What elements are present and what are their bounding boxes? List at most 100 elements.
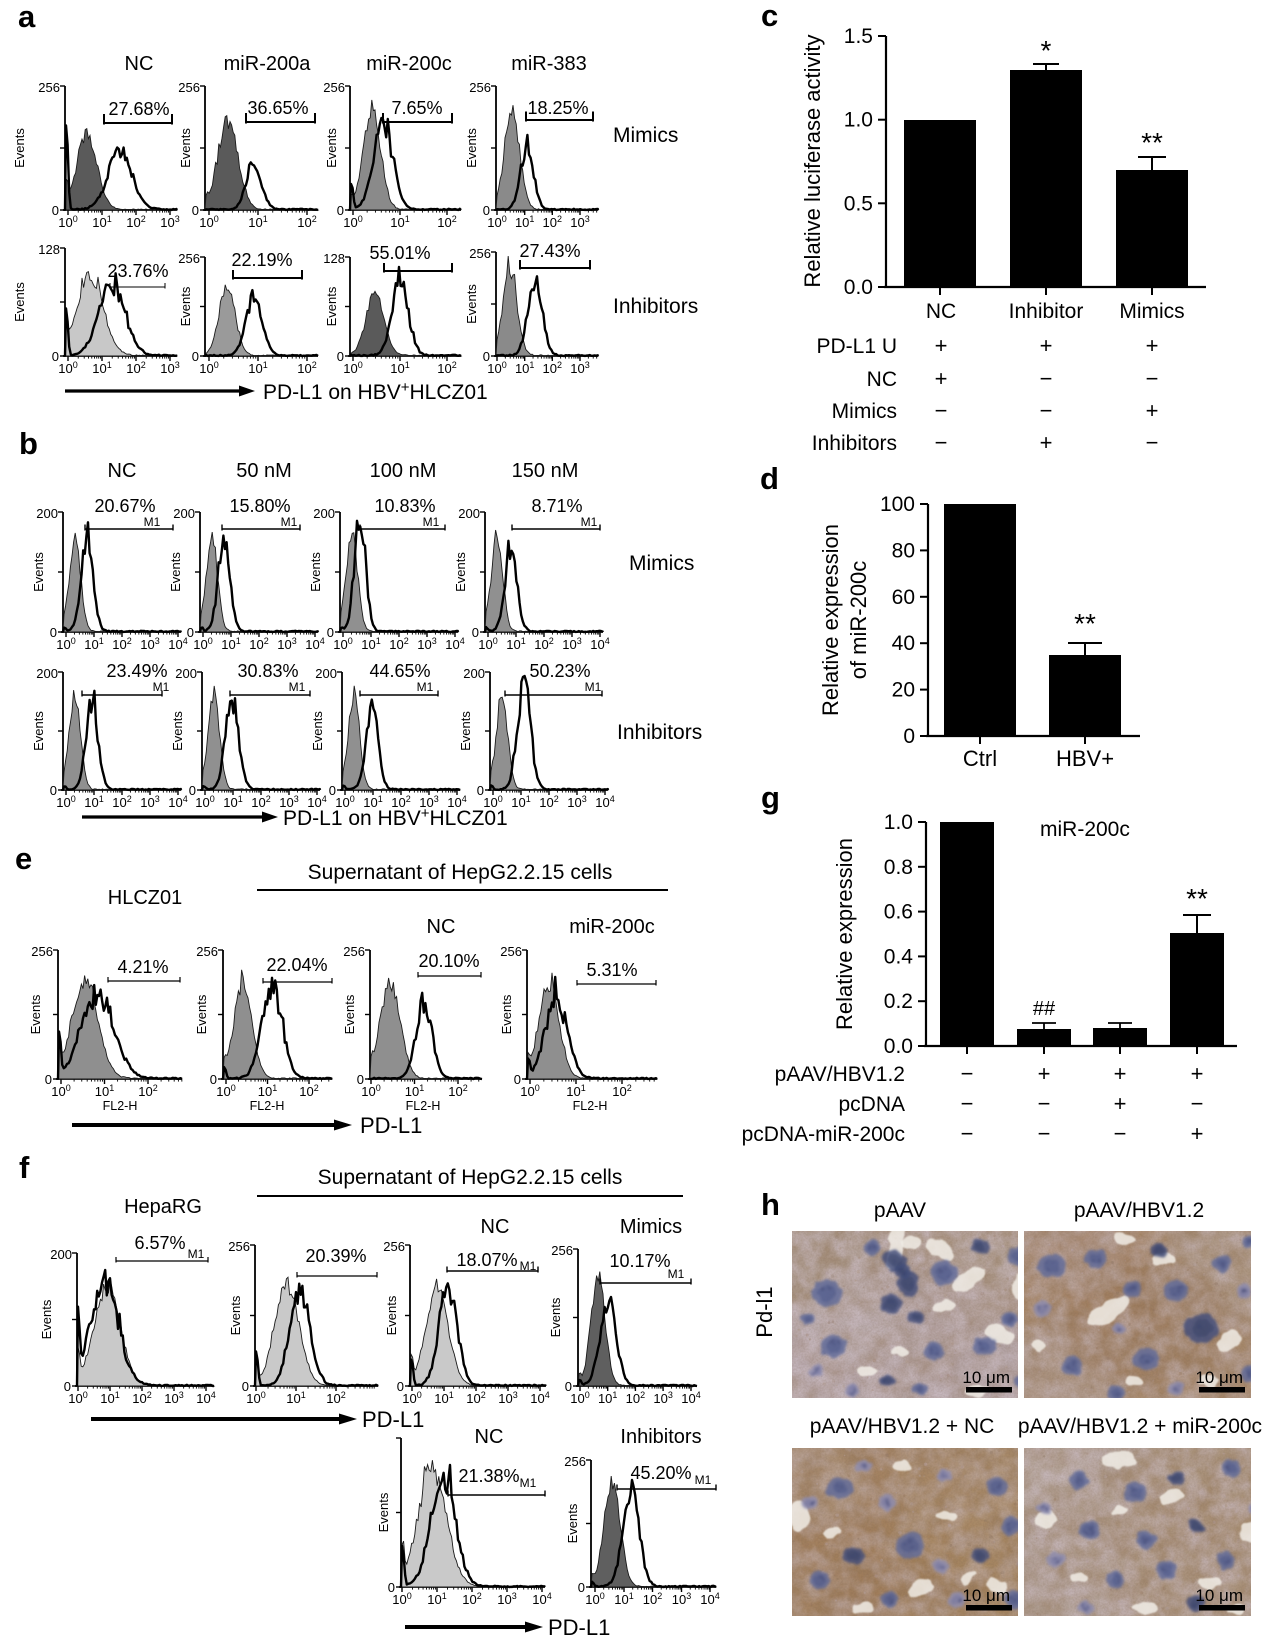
svg-text:100 nM: 100 nM — [370, 460, 437, 482]
svg-text:+: + — [1146, 333, 1159, 358]
svg-text:of miR-200c: of miR-200c — [846, 561, 871, 680]
svg-text:0: 0 — [50, 625, 57, 640]
svg-text:M1: M1 — [668, 1267, 685, 1281]
svg-text:256: 256 — [469, 246, 491, 261]
svg-text:0.4: 0.4 — [884, 945, 914, 968]
svg-text:Events: Events — [324, 286, 339, 326]
svg-text:−: − — [1146, 366, 1159, 391]
svg-text:200: 200 — [175, 666, 197, 681]
svg-text:M1: M1 — [695, 1473, 712, 1487]
svg-text:Events: Events — [548, 1297, 563, 1337]
svg-text:256: 256 — [31, 944, 53, 959]
svg-text:Mimics: Mimics — [1119, 300, 1184, 323]
svg-text:−: − — [1038, 1121, 1051, 1146]
svg-text:200: 200 — [36, 506, 58, 521]
svg-text:Relative expression: Relative expression — [832, 838, 857, 1030]
svg-text:20.67%: 20.67% — [94, 496, 155, 516]
svg-text:0: 0 — [329, 783, 336, 798]
svg-text:PD-L1 on HBV+HLCZ01: PD-L1 on HBV+HLCZ01 — [263, 379, 488, 404]
svg-text:−: − — [1114, 1121, 1127, 1146]
svg-text:7.65%: 7.65% — [391, 98, 442, 118]
svg-text:128: 128 — [38, 242, 60, 257]
svg-text:Relative expression: Relative expression — [818, 524, 843, 716]
svg-text:22.19%: 22.19% — [231, 250, 292, 270]
svg-text:h: h — [761, 1187, 780, 1222]
svg-text:FL2-H: FL2-H — [250, 1099, 285, 1113]
svg-text:10 μm: 10 μm — [1195, 1586, 1243, 1605]
svg-text:M1: M1 — [144, 515, 161, 529]
svg-text:Mimics: Mimics — [832, 400, 897, 423]
svg-text:c: c — [761, 0, 778, 33]
svg-text:miR-200c: miR-200c — [569, 916, 655, 938]
svg-text:0: 0 — [337, 203, 344, 218]
svg-text:Supernatant of HepG2.2.15 cell: Supernatant of HepG2.2.15 cells — [308, 861, 613, 884]
svg-text:e: e — [15, 841, 32, 876]
svg-text:d: d — [760, 461, 779, 496]
svg-text:Pd-l1: Pd-l1 — [752, 1286, 777, 1337]
svg-text:0: 0 — [192, 203, 199, 218]
svg-text:23.76%: 23.76% — [107, 261, 168, 281]
svg-text:1.5: 1.5 — [844, 25, 873, 48]
svg-text:Inhibitor: Inhibitor — [1009, 300, 1084, 323]
svg-text:pcDNA: pcDNA — [838, 1093, 905, 1116]
svg-text:Inhibitors: Inhibitors — [812, 432, 897, 455]
svg-text:4.21%: 4.21% — [117, 957, 168, 977]
svg-text:Events: Events — [376, 1492, 391, 1532]
svg-text:+: + — [1040, 430, 1053, 455]
svg-text:HBV+: HBV+ — [1056, 746, 1114, 771]
svg-text:NC: NC — [867, 368, 897, 391]
svg-text:Events: Events — [39, 1299, 54, 1339]
svg-text:a: a — [18, 0, 36, 34]
svg-text:Relative luciferase activity: Relative luciferase activity — [800, 34, 825, 287]
svg-text:b: b — [19, 426, 38, 461]
svg-text:Events: Events — [168, 552, 183, 592]
svg-text:NC: NC — [926, 300, 956, 323]
svg-text:−: − — [961, 1121, 974, 1146]
svg-text:0: 0 — [52, 203, 59, 218]
svg-text:0: 0 — [187, 625, 194, 640]
svg-text:0: 0 — [327, 625, 334, 640]
svg-text:**: ** — [1074, 608, 1096, 639]
svg-text:FL2-H: FL2-H — [103, 1099, 138, 1113]
svg-text:Events: Events — [464, 128, 479, 168]
svg-text:0: 0 — [477, 783, 484, 798]
svg-text:miR-200a: miR-200a — [224, 53, 312, 75]
svg-text:Events: Events — [228, 1295, 243, 1335]
svg-text:M1: M1 — [520, 1476, 537, 1490]
svg-text:M1: M1 — [153, 680, 170, 694]
svg-text:−: − — [1040, 398, 1053, 423]
svg-text:20.10%: 20.10% — [418, 951, 479, 971]
svg-text:Events: Events — [499, 994, 514, 1034]
svg-text:−: − — [935, 430, 948, 455]
svg-text:pAAV/HBV1.2 + NC: pAAV/HBV1.2 + NC — [810, 1415, 995, 1438]
svg-text:PD-L1 on HBV+HLCZ01: PD-L1 on HBV+HLCZ01 — [283, 805, 508, 830]
svg-text:18.07%: 18.07% — [456, 1250, 517, 1270]
svg-text:Events: Events — [458, 711, 473, 751]
svg-text:M1: M1 — [581, 515, 598, 529]
svg-text:0: 0 — [357, 1072, 364, 1087]
svg-text:21.38%: 21.38% — [458, 1466, 519, 1486]
svg-text:0: 0 — [903, 725, 915, 748]
svg-text:+: + — [1114, 1091, 1127, 1116]
svg-text:0.5: 0.5 — [844, 192, 873, 215]
svg-text:Events: Events — [170, 711, 185, 751]
svg-text:−: − — [961, 1061, 974, 1086]
svg-text:45.20%: 45.20% — [630, 1463, 691, 1483]
svg-text:+: + — [1114, 1061, 1127, 1086]
svg-text:0: 0 — [52, 349, 59, 364]
svg-text:M1: M1 — [281, 515, 298, 529]
svg-text:+: + — [1191, 1061, 1204, 1086]
svg-text:0: 0 — [483, 349, 490, 364]
svg-text:256: 256 — [196, 944, 218, 959]
svg-text:NC: NC — [108, 460, 137, 482]
svg-text:FL2-H: FL2-H — [573, 1099, 608, 1113]
svg-text:Events: Events — [12, 128, 27, 168]
svg-text:0: 0 — [514, 1072, 521, 1087]
svg-text:**: ** — [1186, 883, 1208, 914]
svg-text:18.25%: 18.25% — [527, 98, 588, 118]
svg-text:50 nM: 50 nM — [236, 460, 292, 482]
svg-text:0: 0 — [45, 1072, 52, 1087]
svg-text:256: 256 — [323, 80, 345, 95]
svg-text:1.0: 1.0 — [884, 811, 913, 834]
svg-text:+: + — [935, 333, 948, 358]
